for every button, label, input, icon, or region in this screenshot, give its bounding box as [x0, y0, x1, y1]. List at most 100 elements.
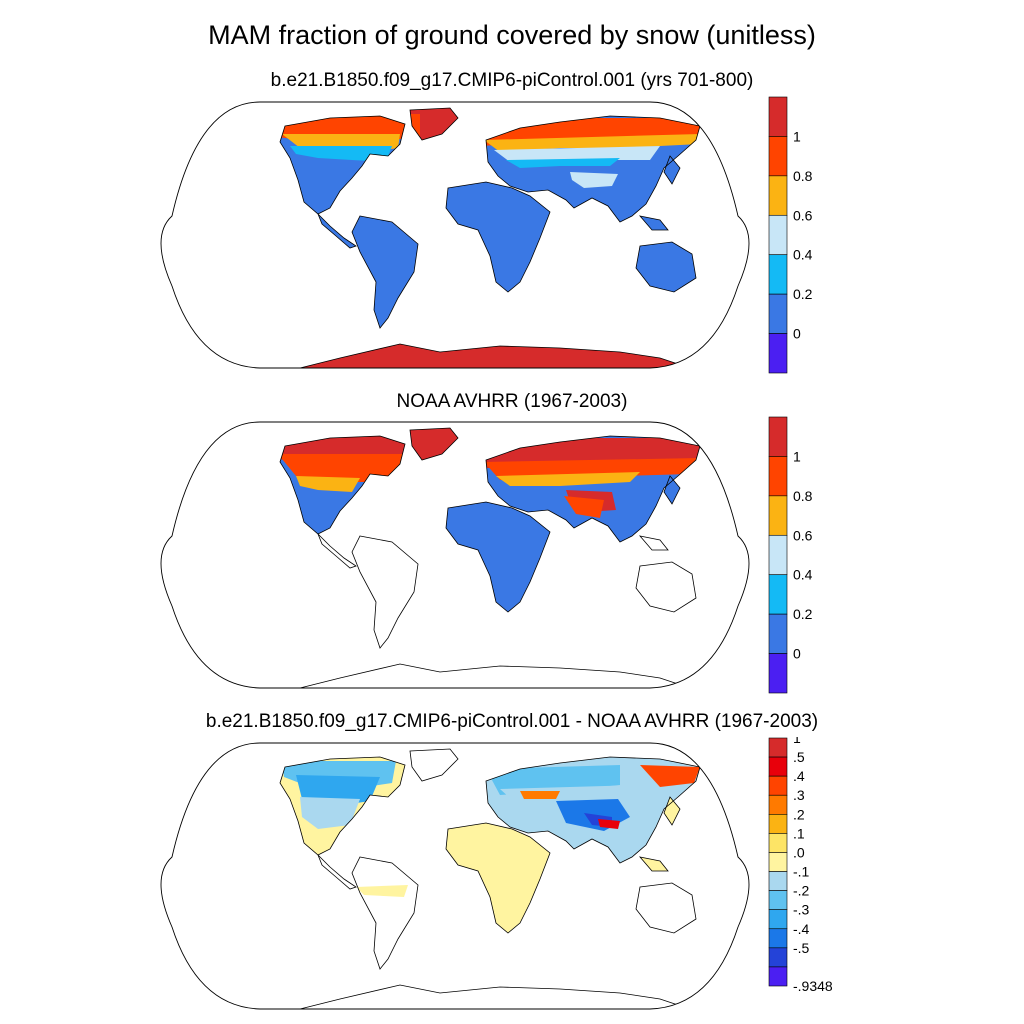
land-antarctica [300, 985, 690, 1009]
colorbar-swatch [768, 966, 788, 987]
land-australia [636, 242, 696, 292]
panel-1-title: b.e21.B1850.f09_g17.CMIP6-piControl.001 … [270, 70, 754, 91]
coastline-antarctica [299, 343, 691, 368]
map-boundary [160, 101, 750, 369]
coastline-japan [663, 155, 681, 185]
colorbar-swatch [768, 775, 788, 796]
map-panel-1 [160, 101, 750, 369]
land-southAmerica [352, 857, 418, 969]
colorbar-label: 0.4 [793, 247, 813, 263]
colorbar-label: -.9348 [793, 978, 833, 994]
colorbar-label: -.2 [793, 883, 810, 899]
colorbar-label: 0.2 [793, 286, 813, 302]
colorbar-swatch [768, 613, 788, 654]
colorbar-swatch [768, 136, 788, 177]
colorbar-swatch [768, 890, 788, 910]
colorbar-swatch [768, 456, 788, 497]
colorbar-label: 0 [793, 646, 801, 662]
colorbar-label: 0 [793, 326, 801, 342]
land-greenland [410, 749, 458, 781]
snow-band [356, 885, 408, 897]
colorbar-label: 0.2 [793, 606, 813, 622]
snow-band [300, 797, 360, 829]
coastline-northAmerica [279, 756, 406, 856]
colorbar-label: .3 [793, 787, 805, 803]
colorbar-label: 0.6 [793, 527, 813, 543]
land-japan [664, 156, 680, 184]
land-africa [446, 823, 550, 933]
colorbar-label: -.4 [793, 921, 810, 937]
coastline-eurasia [485, 756, 701, 864]
map-panel-3 [160, 742, 750, 1010]
coastline-africa [445, 822, 551, 934]
coastline-africa [445, 501, 551, 613]
colorbar-label: 0.6 [793, 207, 813, 223]
land-greenland [410, 428, 458, 460]
colorbar-swatch [768, 909, 788, 930]
coastline-southAmerica [351, 535, 419, 649]
panel-2-title: NOAA AVHRR (1967-2003) [396, 391, 628, 412]
snow-band [494, 146, 660, 162]
colorbar-swatch [768, 871, 788, 891]
land-centralAmerica [318, 534, 356, 568]
colorbar-label: 1 [793, 737, 801, 746]
land-centralAmerica [318, 855, 356, 889]
colorbar-label: -.3 [793, 902, 810, 918]
colorbar-label: 1 [793, 128, 801, 144]
snow-band [484, 134, 700, 152]
land-southAmerica [352, 536, 418, 648]
colorbar-label: 0.8 [793, 488, 813, 504]
land-sePacific [640, 216, 668, 230]
coastline-sePacific [638, 856, 669, 872]
coastline-centralAmerica [317, 213, 357, 249]
coastline-sePacific [638, 215, 669, 231]
colorbar-swatch [768, 333, 788, 374]
colorbar-swatch [768, 833, 788, 853]
colorbar-label: .1 [793, 825, 805, 841]
snow-band [484, 458, 700, 480]
colorbar-label: -.5 [793, 940, 810, 956]
land-antarctica [300, 344, 690, 368]
land-japan [664, 797, 680, 825]
coastline-japan [663, 796, 681, 826]
colorbar-label: .2 [793, 806, 805, 822]
snow-band [598, 819, 620, 829]
colorbar-panel-2: 1 0.8 0.6 0.4 0.2 0 [768, 416, 813, 694]
colorbar-swatch [768, 794, 788, 815]
colorbar-swatch [768, 928, 788, 949]
colorbar-swatch [768, 175, 788, 216]
land-australia [636, 562, 696, 612]
land-antarctica [300, 664, 690, 688]
snow-band [520, 791, 560, 799]
colorbar-label: 1 [793, 448, 801, 464]
land-greenland [410, 108, 458, 140]
colorbar-label: .5 [793, 749, 805, 765]
colorbar-swatch [768, 947, 788, 968]
map-boundary [160, 742, 750, 1010]
coastline-northAmerica [279, 435, 406, 535]
colorbar-swatch [768, 495, 788, 536]
colorbar-swatch [768, 96, 788, 137]
coastline-centralAmerica [317, 533, 357, 569]
coastline-africa [445, 181, 551, 293]
coastline-australia [635, 241, 697, 293]
coastline-japan [663, 475, 681, 505]
colorbar-swatch [768, 254, 788, 295]
colorbar-label: .0 [793, 844, 805, 860]
snow-band [506, 158, 620, 168]
land-sePacific [640, 857, 668, 871]
coastline-greenland [409, 427, 459, 461]
colorbar-label: 0.4 [793, 567, 813, 583]
coastline-antarctica [299, 984, 691, 1009]
colorbar-swatch [768, 574, 788, 615]
snow-band [290, 146, 392, 162]
coastline-sePacific [638, 535, 669, 551]
colorbar-swatch [768, 293, 788, 334]
colorbar-swatch [768, 852, 788, 872]
colorbar-swatch [768, 416, 788, 457]
colorbar-swatch [768, 814, 788, 834]
coastline-antarctica [299, 663, 691, 688]
coastline-greenland [409, 748, 459, 782]
land-australia [636, 883, 696, 933]
coastline-eurasia [485, 115, 701, 223]
